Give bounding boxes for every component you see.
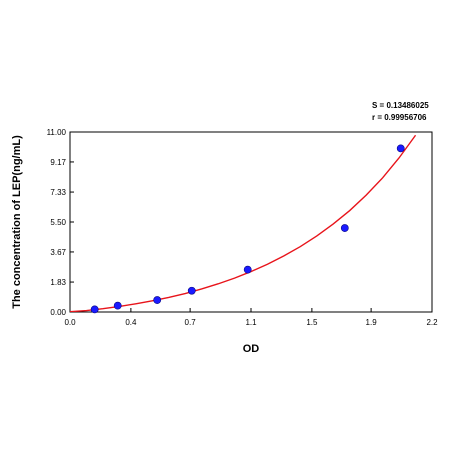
data-point [113,301,122,310]
data-point [340,224,349,232]
y-tick-label: 11.00 [47,128,67,137]
data-point [396,144,405,153]
x-tick-label: 1.5 [306,318,318,327]
data-point [243,265,252,274]
stat-r: r = 0.99956706 [372,113,427,122]
fit-curve [70,134,417,312]
plot-area [69,131,433,313]
fit-curve-layer [70,134,417,312]
y-tick-label: 5.50 [50,218,66,227]
y-tick-label: 0.00 [50,308,66,317]
data-points [90,144,405,314]
y-tick-label: 7.33 [50,188,66,197]
x-tick-label: 2.2 [426,318,438,327]
fit-statistics: S = 0.13486025 r = 0.99956706 [372,101,429,122]
x-tick-label: 0.0 [64,318,76,327]
y-tick-label: 3.67 [50,248,66,257]
y-tick-label: 1.83 [50,278,66,287]
plot-border [69,131,433,313]
data-point [153,296,162,304]
x-tick-label: 0.7 [185,318,197,327]
x-axis-ticks: 0.0 0.4 0.7 1.1 1.5 1.9 2.2 [64,308,438,327]
y-axis-ticks: 0.00 1.83 3.67 5.50 7.33 9.17 11.00 [47,128,74,317]
x-tick-label: 0.4 [125,318,137,327]
stat-s: S = 0.13486025 [372,101,429,110]
x-tick-label: 1.1 [245,318,257,327]
x-axis-title: OD [243,343,260,355]
x-tick-label: 1.9 [366,318,378,327]
y-axis-title: The concentration of LEP(ng/mL) [11,135,23,309]
data-point [90,305,99,314]
data-point [187,286,196,295]
y-tick-label: 9.17 [50,158,66,167]
